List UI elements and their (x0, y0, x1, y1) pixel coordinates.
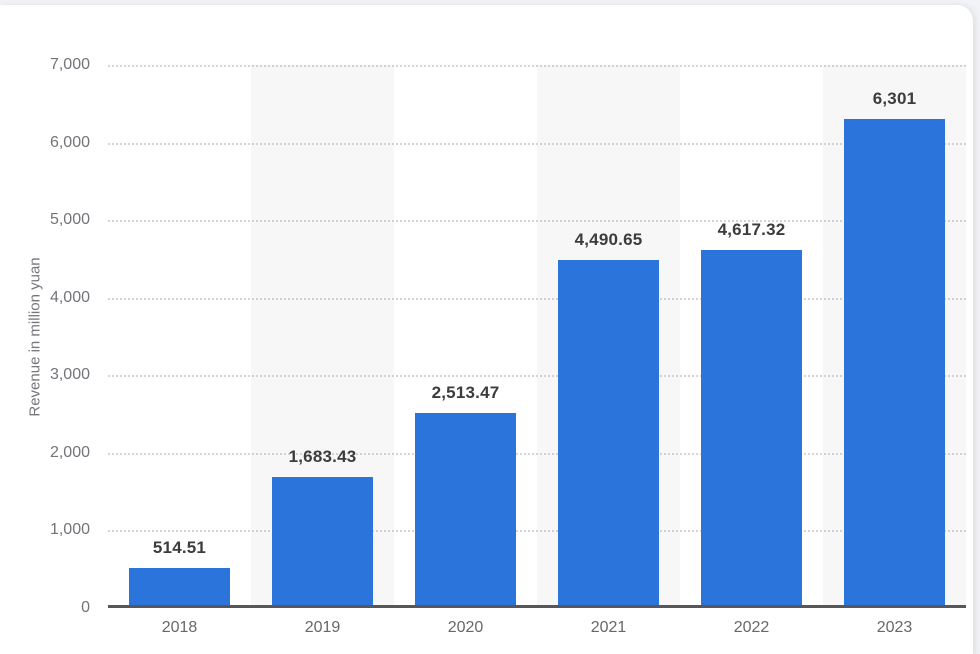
bar-2018[interactable] (129, 568, 230, 608)
gridline-6,000 (108, 142, 966, 145)
x-tick-label-2019: 2019 (304, 619, 341, 636)
gridline-1,000 (108, 530, 966, 533)
gridline-2,000 (108, 452, 966, 455)
plot-area: 514.51 1,683.43 2,513.47 4,490.65 4,617.32 6,… (108, 65, 966, 608)
value-label-2023: 6,301 (872, 89, 917, 109)
x-tick-label-2023: 2023 (876, 619, 913, 636)
value-label-2020: 2,513.47 (431, 383, 500, 403)
bar-2020[interactable] (415, 413, 516, 608)
y-tick-label-6,000: 6,000 (49, 133, 90, 151)
value-label-2019: 1,683.43 (288, 447, 357, 467)
x-tick-label-2022: 2022 (733, 619, 770, 636)
gridline-4,000 (108, 297, 966, 300)
x-tick-label-2018: 2018 (161, 619, 198, 636)
x-axis-line (108, 605, 966, 608)
y-tick-label-0: 0 (81, 599, 90, 616)
x-tick-label-2021: 2021 (590, 619, 627, 636)
value-label-2022: 4,617.32 (717, 219, 786, 239)
gridline-7,000 (108, 65, 966, 67)
y-tick-label-2,000: 2,000 (49, 443, 90, 461)
gridline-5,000 (108, 220, 966, 223)
x-axis: 2018 2019 2020 2021 2022 2023 (108, 616, 966, 640)
y-tick-label-7,000: 7,000 (49, 56, 90, 73)
bar-2022[interactable] (701, 249, 802, 608)
y-axis: 7,000 6,000 5,000 4,000 3,000 2,000 1,000 0 (0, 56, 90, 616)
y-tick-label-1,000: 1,000 (49, 521, 90, 539)
chart-card: Revenue in million yuan 7,000 6,000 5,000 4… (0, 5, 973, 654)
y-tick-label-5,000: 5,000 (49, 211, 90, 229)
gridline-3,000 (108, 375, 966, 378)
x-tick-label-2020: 2020 (447, 619, 484, 636)
value-label-2018: 514.51 (152, 538, 207, 558)
bar-2021[interactable] (558, 259, 659, 608)
bar-2019[interactable] (272, 477, 373, 608)
y-tick-label-3,000: 3,000 (49, 366, 90, 384)
value-label-2021: 4,490.65 (574, 229, 643, 249)
bar-2023[interactable] (844, 119, 945, 608)
y-tick-label-4,000: 4,000 (49, 288, 90, 306)
